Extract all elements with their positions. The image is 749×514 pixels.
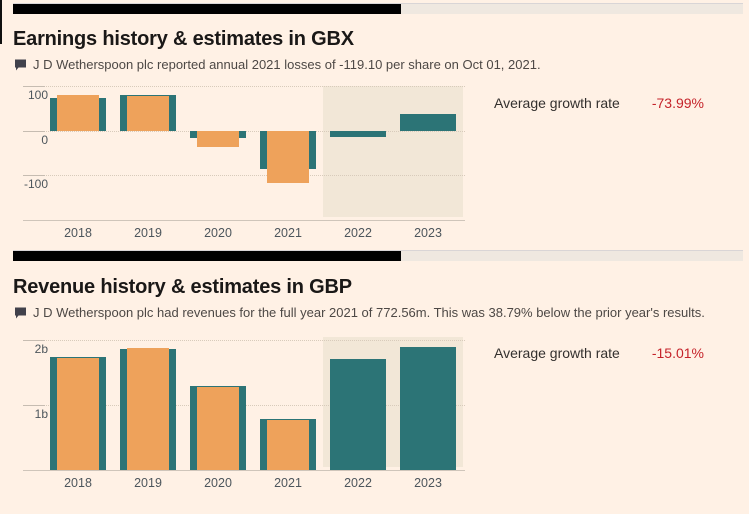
bar-actual-2020[interactable] <box>197 386 239 470</box>
section-progress-fill <box>13 4 402 14</box>
section-progress-track <box>13 250 743 261</box>
x-axis-label-2023: 2023 <box>414 226 442 240</box>
gridline <box>23 340 465 341</box>
window-edge <box>0 0 2 44</box>
x-axis-label-2020: 2020 <box>204 476 232 490</box>
x-axis-label-2021: 2021 <box>274 476 302 490</box>
growth-rate-label: Average growth rate <box>494 345 620 361</box>
earnings-subtitle: J D Wetherspoon plc reported annual 2021… <box>14 57 541 72</box>
bar-actual-2018[interactable] <box>57 94 99 131</box>
bar-actual-2018[interactable] <box>57 358 99 470</box>
revenue-growth-stat: Average growth rate -15.01% <box>494 345 704 361</box>
revenue-plot-area: 2b 1b 2018 2019 2020 2021 2022 2023 <box>23 337 465 490</box>
revenue-subtitle: J D Wetherspoon plc had revenues for the… <box>14 305 705 320</box>
x-axis-label-2021: 2021 <box>274 226 302 240</box>
gridline-tick <box>23 86 45 87</box>
x-axis-label-2019: 2019 <box>134 226 162 240</box>
x-axis-label-2018: 2018 <box>64 476 92 490</box>
x-axis-line <box>23 220 465 221</box>
x-axis-label-2022: 2022 <box>344 476 372 490</box>
y-axis-label: 0 <box>41 133 48 147</box>
earnings-chart: 100 0 -100 2018 2019 2020 2021 2022 2023 <box>23 86 465 240</box>
bar-estimate-2023[interactable] <box>400 114 456 131</box>
growth-rate-value: -15.01% <box>651 345 704 361</box>
gridline-tick <box>23 340 45 341</box>
bar-actual-2019[interactable] <box>127 96 169 131</box>
bar-actual-2020[interactable] <box>197 130 239 147</box>
revenue-section-title: Revenue history & estimates in GBP <box>13 276 352 298</box>
gridline-tick <box>23 405 45 406</box>
growth-rate-value: -73.99% <box>651 95 704 111</box>
gridline <box>23 86 465 87</box>
earnings-section-title: Earnings history & estimates in GBX <box>13 28 354 50</box>
comment-icon <box>14 307 27 319</box>
gridline <box>23 175 465 176</box>
y-axis-label: 2b <box>34 342 48 356</box>
x-axis-line <box>23 470 465 471</box>
x-axis-label-2018: 2018 <box>64 226 92 240</box>
revenue-subtitle-text: J D Wetherspoon plc had revenues for the… <box>33 305 705 320</box>
gridline-tick <box>23 175 45 176</box>
bar-actual-2021[interactable] <box>267 420 309 470</box>
bar-estimate-2022[interactable] <box>330 130 386 137</box>
x-axis-label-2019: 2019 <box>134 476 162 490</box>
comment-icon <box>14 59 27 71</box>
y-axis-label: 100 <box>27 88 48 102</box>
revenue-chart: 2b 1b 2018 2019 2020 2021 2022 2023 <box>23 337 465 490</box>
y-axis-label: -100 <box>23 177 48 191</box>
bar-actual-2019[interactable] <box>127 348 169 470</box>
bar-estimate-2023[interactable] <box>400 346 456 470</box>
bar-actual-2021[interactable] <box>267 130 309 183</box>
earnings-plot-area: 100 0 -100 2018 2019 2020 2021 2022 2023 <box>23 86 465 240</box>
earnings-subtitle-text: J D Wetherspoon plc reported annual 2021… <box>33 57 541 72</box>
x-axis-label-2020: 2020 <box>204 226 232 240</box>
x-axis-label-2022: 2022 <box>344 226 372 240</box>
earnings-growth-stat: Average growth rate -73.99% <box>494 95 704 111</box>
bar-estimate-2022[interactable] <box>330 359 386 470</box>
y-axis-label: 1b <box>34 407 48 421</box>
x-axis-label-2023: 2023 <box>414 476 442 490</box>
gridline-tick <box>23 131 45 132</box>
section-progress-fill <box>13 251 402 261</box>
growth-rate-label: Average growth rate <box>494 95 620 111</box>
section-progress-track <box>13 3 743 14</box>
estimate-region <box>323 86 463 217</box>
